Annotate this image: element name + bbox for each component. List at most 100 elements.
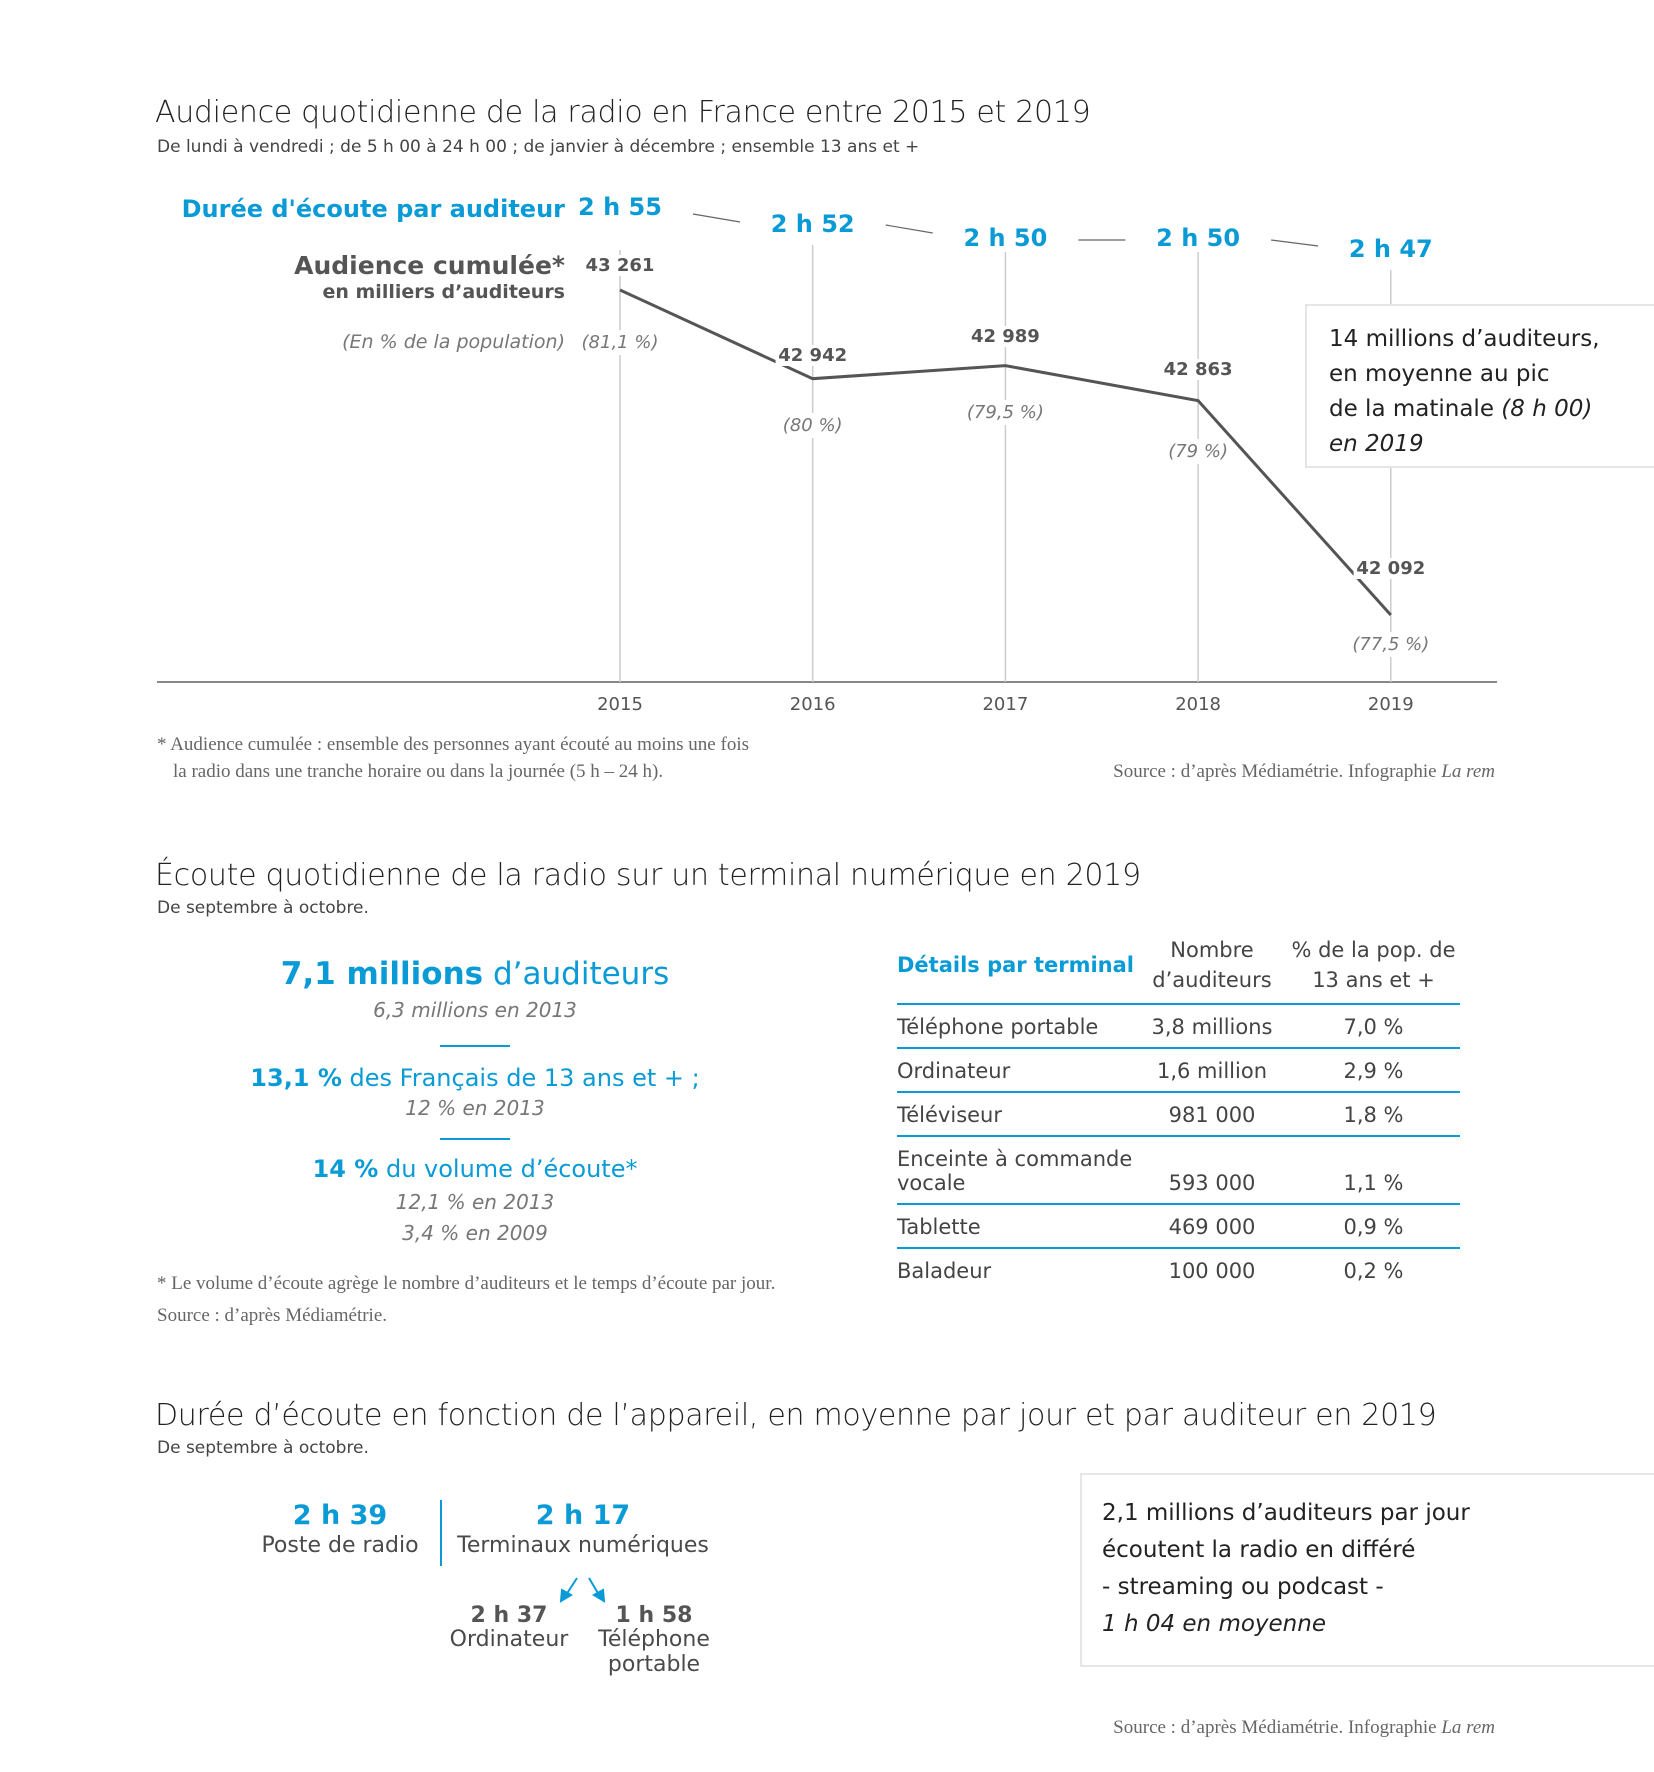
- audience-value: 42 942: [775, 345, 851, 366]
- duration-value: 2 h 55: [574, 193, 666, 221]
- callout-line: en 2019: [1329, 431, 1424, 457]
- callout-time: (8 h 00): [1501, 396, 1593, 422]
- footnote: * Le volume d’écoute agrège le nombre d’…: [157, 1273, 776, 1294]
- cell-pct: 7,0 %: [1343, 1015, 1404, 1039]
- arrow-down-left-icon: [559, 1588, 573, 1603]
- cell-count: 3,8 millions: [1151, 1015, 1273, 1039]
- duration-label: Durée d'écoute par auditeur: [181, 195, 565, 223]
- cell-count: 981 000: [1168, 1103, 1256, 1127]
- cell-pct: 0,9 %: [1343, 1215, 1404, 1239]
- cell-terminal: Téléviseur: [897, 1103, 1002, 1127]
- x-tick-label: 2016: [789, 694, 836, 715]
- header-pct: % de la pop. de 13 ans et +: [1291, 938, 1456, 992]
- footnote: * Audience cumulée : ensemble des person…: [157, 734, 749, 755]
- source: Source : d’après Médiamétrie. Infographi…: [1113, 1717, 1495, 1738]
- pct-value: (81,1 %): [578, 330, 662, 355]
- section2-subtitle: De septembre à octobre.: [157, 898, 369, 918]
- cell-pct: 0,2 %: [1343, 1259, 1404, 1283]
- footnote: la radio dans une tranche horaire ou dan…: [173, 761, 664, 782]
- stat-volume: 14 % du volume d’écoute*: [312, 1155, 638, 1183]
- audience-value: 42 092: [1353, 558, 1429, 579]
- stat-listeners-2013: 6,3 millions en 2013: [373, 998, 577, 1022]
- duration-value: 2 h 50: [1152, 224, 1245, 252]
- cell-terminal: Tablette: [897, 1215, 981, 1239]
- source: Source : d’après Médiamétrie. Infographi…: [1113, 761, 1495, 782]
- header-count: Nombre d’auditeurs: [1152, 938, 1272, 992]
- divider: [440, 1138, 510, 1140]
- pct-value: (79 %): [1165, 439, 1231, 464]
- callout-box: 14 millions d’auditeurs, en moyenne au p…: [1305, 304, 1654, 468]
- duration-value: 2 h 52: [766, 210, 859, 238]
- source: Source : d’après Médiamétrie.: [157, 1305, 388, 1326]
- section3-subtitle: De septembre à octobre.: [157, 1438, 369, 1458]
- x-tick-label: 2018: [1175, 694, 1221, 715]
- pct-value: (80 %): [779, 413, 846, 438]
- trend-arrow-icon: [885, 224, 933, 234]
- callout-line: de la matinale: [1329, 396, 1494, 422]
- computer-label: Ordinateur: [449, 1627, 569, 1652]
- stat-share-2013: 12 % en 2013: [405, 1096, 545, 1120]
- chart-title: Audience quotidienne de la radio en Fran…: [155, 95, 1091, 130]
- audience-value: 42 989: [967, 326, 1043, 347]
- table-row: Ordinateur 1,6 million 2,9 %: [897, 1049, 1460, 1093]
- audience-value: 42 863: [1160, 359, 1236, 380]
- callout-line: - streaming ou podcast -: [1102, 1574, 1384, 1600]
- pct-label: (En % de la population): [342, 331, 565, 353]
- duration-value: 2 h 47: [1344, 235, 1437, 263]
- x-tick-label: 2019: [1367, 694, 1414, 715]
- section2-title: Écoute quotidienne de la radio sur un te…: [155, 858, 1141, 893]
- callout-box: 2,1 millions d’auditeurs par jour écoute…: [1080, 1473, 1654, 1667]
- cell-terminal: Ordinateur: [897, 1059, 1011, 1083]
- table-header: Détails par terminal Nombre d’auditeurs …: [897, 935, 1460, 1005]
- cell-count: 469 000: [1168, 1215, 1256, 1239]
- pct-value: (77,5 %): [1349, 632, 1433, 657]
- table-row: Téléphone portable 3,8 millions 7,0 %: [897, 1005, 1460, 1049]
- arrow-down-right-icon: [592, 1588, 606, 1603]
- cell-terminal: Baladeur: [897, 1259, 992, 1283]
- radio-label: Poste de radio: [261, 1533, 419, 1558]
- callout-line: 1 h 04 en moyenne: [1102, 1611, 1326, 1637]
- x-tick-label: 2015: [597, 694, 643, 715]
- stat-share: 13,1 % des Français de 13 ans et + ;: [250, 1064, 700, 1092]
- trend-arrow-icon: [692, 213, 741, 223]
- duration-value: 2 h 50: [959, 224, 1052, 252]
- section3-title: Durée d’écoute en fonction de l’appareil…: [155, 1398, 1437, 1433]
- audience-label: Audience cumulée*: [294, 251, 565, 280]
- stat-volume-2009: 3,4 % en 2009: [402, 1221, 548, 1245]
- callout-line: écoutent la radio en différé: [1102, 1537, 1416, 1563]
- cell-pct: 2,9 %: [1343, 1059, 1404, 1083]
- table-row: Baladeur 100 000 0,2 %: [897, 1249, 1460, 1291]
- terminal-table: Détails par terminal Nombre d’auditeurs …: [897, 935, 1460, 1291]
- digital-label: Terminaux numériques: [457, 1533, 709, 1558]
- x-tick-label: 2017: [982, 694, 1029, 715]
- pct-value: (79,5 %): [963, 400, 1047, 425]
- phone-label: portable: [607, 1652, 701, 1677]
- callout-line: en moyenne au pic: [1329, 361, 1550, 387]
- cell-count: 1,6 million: [1156, 1059, 1268, 1083]
- callout-line: 2,1 millions d’auditeurs par jour: [1102, 1500, 1470, 1526]
- cell-pct: 1,1 %: [1343, 1171, 1404, 1195]
- audience-value: 43 261: [582, 255, 658, 276]
- divider: [440, 1045, 510, 1047]
- callout-line: 14 millions d’auditeurs,: [1329, 326, 1600, 352]
- cell-count: 593 000: [1168, 1171, 1256, 1195]
- cell-pct: 1,8 %: [1343, 1103, 1404, 1127]
- stat-volume-2013: 12,1 % en 2013: [395, 1190, 555, 1214]
- table-row: Enceinte à commande vocale 593 000 1,1 %: [897, 1137, 1460, 1205]
- table-row: Téléviseur 981 000 1,8 %: [897, 1093, 1460, 1137]
- cell-terminal: Téléphone portable: [897, 1015, 1099, 1039]
- chart-subtitle: De lundi à vendredi ; de 5 h 00 à 24 h 0…: [157, 137, 920, 157]
- table-row: Tablette 469 000 0,9 %: [897, 1205, 1460, 1249]
- stat-listeners: 7,1 millions d’auditeurs: [280, 956, 670, 992]
- cell-terminal: Enceinte à commande vocale: [897, 1147, 1133, 1195]
- phone-duration: 1 h 58: [615, 1603, 693, 1628]
- trend-arrow-icon: [1271, 239, 1319, 247]
- audience-unit: en milliers d’auditeurs: [322, 281, 565, 303]
- divider: [440, 1500, 442, 1566]
- computer-duration: 2 h 37: [470, 1603, 548, 1628]
- cell-count: 100 000: [1168, 1259, 1256, 1283]
- header-terminal: Détails par terminal: [897, 953, 1134, 977]
- phone-label: Téléphone: [598, 1627, 710, 1652]
- radio-duration: 2 h 39: [292, 1500, 388, 1531]
